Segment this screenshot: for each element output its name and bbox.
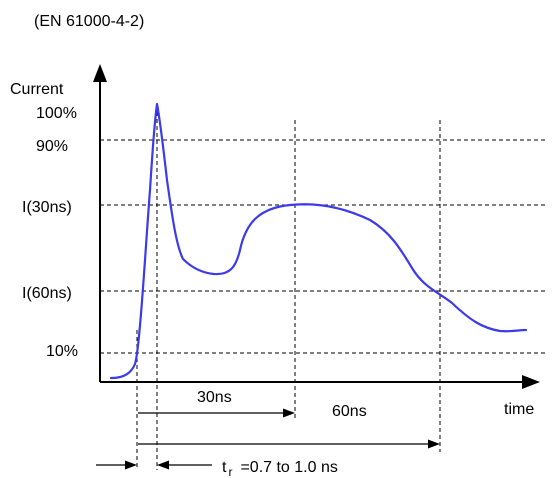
x-axis-label: time [504,401,534,418]
rise-time-left-arrowhead [125,460,137,470]
i60-level-label: I(60ns) [22,285,72,302]
rise-time-label: t r =0.7 to 1.0 ns [222,459,338,478]
standard-label: (EN 61000-4-2) [34,13,144,30]
rise-time-right-arrowhead [157,460,169,470]
x-axis-arrowhead [522,375,540,389]
y-axis-arrowhead [93,64,107,82]
ten-percent-label: 10% [46,343,78,360]
ninety-percent-label: 90% [36,138,68,155]
rise-time-symbol: t [222,459,227,476]
i30-level-label: I(30ns) [22,199,72,216]
peak-level-label: 100% [36,105,77,122]
t30-label: 30ns [197,389,232,406]
t60-label: 60ns [332,403,367,420]
t60-arrowhead [428,439,440,449]
rise-time-subscript: r [228,465,232,478]
rise-time-text: =0.7 to 1.0 ns [240,459,337,476]
t30-arrowhead [283,408,295,418]
current-waveform [109,102,528,380]
y-axis-label: Current [10,81,64,98]
